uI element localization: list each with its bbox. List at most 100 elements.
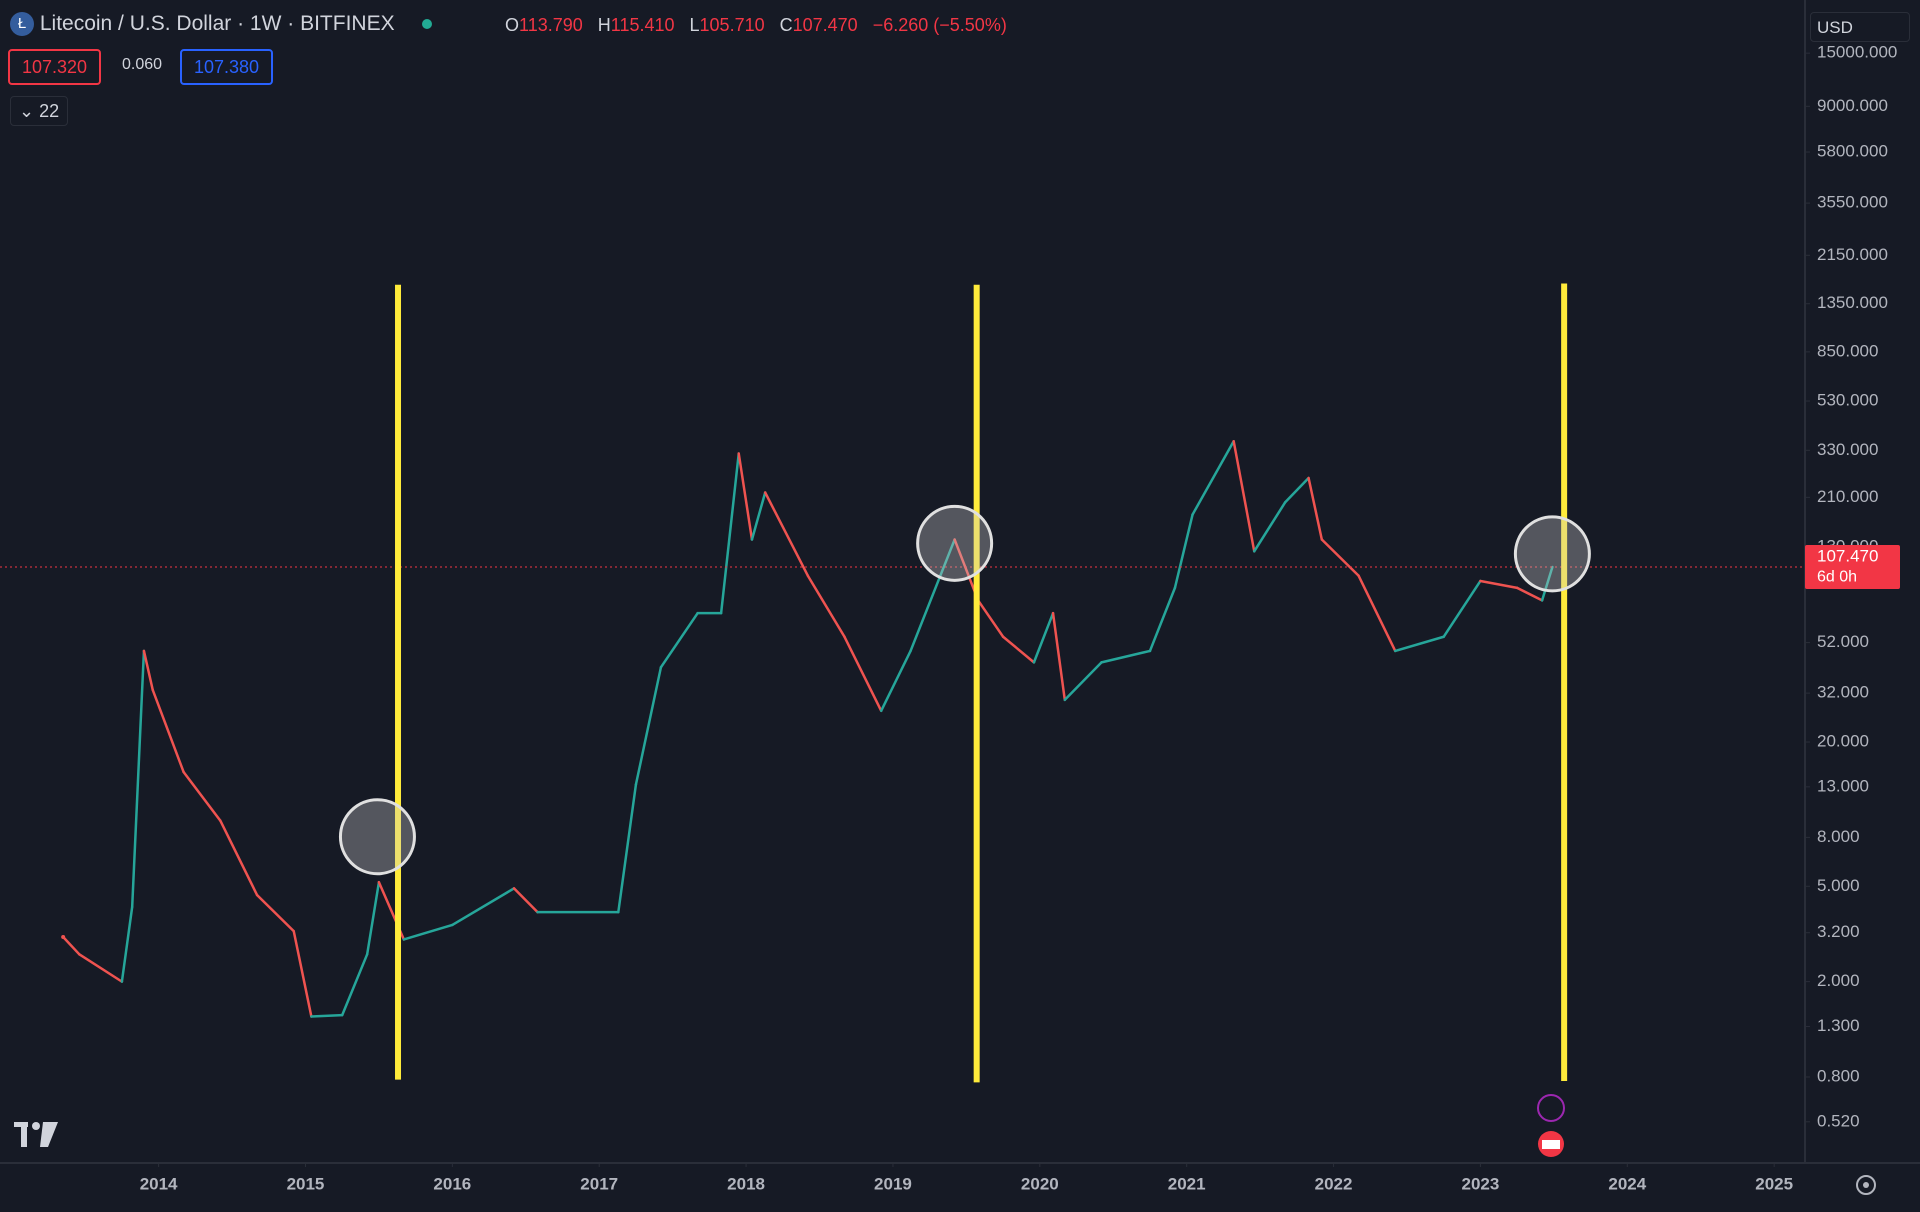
x-tick-label: 2019 [874,1174,912,1193]
tv-logo [14,1122,58,1147]
ohlc-value: 107.470 [792,15,858,35]
ohlc-value: 113.790 [519,15,583,35]
price-segment [806,574,846,639]
x-tick-label: 2015 [287,1174,325,1193]
sell-button[interactable]: 107.320 [8,49,102,85]
y-tick-label: 1350.000 [1817,293,1888,312]
price-segment [659,611,699,669]
y-tick-label: 850.000 [1817,341,1878,360]
x-tick-label: 2016 [433,1174,471,1193]
price-segment [719,452,740,615]
price-segment [61,935,81,956]
x-tick-label: 2018 [727,1174,765,1193]
price-segment [1032,611,1055,664]
change: −6.260 (−5.50%) [872,15,1007,35]
x-tick-label: 2022 [1315,1174,1353,1193]
y-tick-label: 9000.000 [1817,96,1888,115]
price-segment [310,1013,344,1018]
ohlc-key: O [505,15,520,35]
price-segment [130,649,146,909]
x-tick-label: 2025 [1755,1174,1793,1193]
y-tick-label: 52.000 [1817,632,1869,651]
y-tick-label: 2.000 [1817,971,1860,990]
x-tick-label: 2014 [140,1174,178,1193]
y-tick-label: 3.200 [1817,922,1860,941]
status-dot [422,19,433,30]
y-tick-label: 2150.000 [1817,245,1888,264]
price-segment [1001,635,1036,664]
price-start [61,935,66,940]
x-tick-label: 2017 [580,1174,618,1193]
symbol-row: Ł Litecoin / U.S. Dollar · 1W · BITFINEX [10,12,433,37]
highlight-circle [1513,515,1591,593]
price-segment [1173,513,1194,590]
buy-button[interactable]: 107.380 [180,49,274,85]
price-segment [737,452,754,541]
y-tick-label: 0.800 [1817,1066,1860,1085]
price-segment [1515,586,1544,602]
y-tick-label: 20.000 [1817,732,1869,751]
y-tick-label: 210.000 [1817,487,1878,506]
price-segment [879,649,912,713]
price-segment [1320,538,1360,577]
price-segment [365,880,381,956]
x-tick-label: 2020 [1021,1174,1059,1193]
y-tick-label: 8.000 [1817,827,1860,846]
price-segment [1479,579,1519,590]
price-segment [1191,440,1235,516]
price-segment [255,893,295,933]
y-tick-label: 1.300 [1817,1016,1860,1035]
price-segment [843,635,883,713]
price-segment [1100,649,1152,664]
price-segment [634,666,663,786]
y-tick-label: 530.000 [1817,390,1878,409]
price-segment [1148,586,1177,653]
x-tick-label: 2023 [1462,1174,1500,1193]
price-segment [750,491,767,541]
event-icons [1537,1094,1565,1157]
price-segment [1232,440,1256,553]
ohlc-key: L [689,15,700,35]
y-tick-label: 13.000 [1817,776,1869,795]
price-segment [292,929,313,1018]
price-segment [1252,501,1287,553]
price-segment [617,783,638,914]
settings-icon[interactable] [1856,1175,1876,1195]
y-tick-label: 15000.000 [1817,43,1897,62]
coin-icon: Ł [10,12,34,37]
highlight-circle [338,798,416,876]
price-segment [402,923,454,941]
price-segment [976,599,1005,639]
ohlc-value: 115.410 [610,15,675,35]
price-segment [1540,565,1554,602]
price-segment [512,887,539,914]
indicator-toggle[interactable]: ⌄ 22 [10,96,69,126]
last-price-box [1805,545,1900,590]
ohlc-key: H [597,15,611,35]
price-segment [151,688,185,774]
price-segment [78,953,124,983]
price-segment [451,887,516,927]
highlight-circle [916,504,994,582]
price-segment [909,538,956,653]
last-price-label: 107.470 [1817,547,1878,566]
price-segment [1393,635,1445,653]
indicator-count: 22 [39,101,60,121]
ohlc-key: C [779,15,793,35]
ohlc-value: 105.710 [699,15,765,35]
price-segment [763,491,810,577]
price-segment [120,905,134,983]
price-segment [1063,661,1103,702]
spread: 0.060 [122,56,163,73]
ohlc: O113.790 H115.410 L105.710 C107.470 −6.2… [505,15,1017,36]
countdown: 6d 0h [1817,568,1857,585]
price-segment [142,649,154,692]
symbol-title: Litecoin / U.S. Dollar · 1W · BITFINEX [39,12,395,35]
y-tick-label: 5800.000 [1817,142,1888,161]
price-segment [1357,574,1397,653]
y-tick-label: 330.000 [1817,440,1878,459]
y-tick-label: 5.000 [1817,876,1860,895]
currency-select[interactable]: USD [1810,12,1910,42]
